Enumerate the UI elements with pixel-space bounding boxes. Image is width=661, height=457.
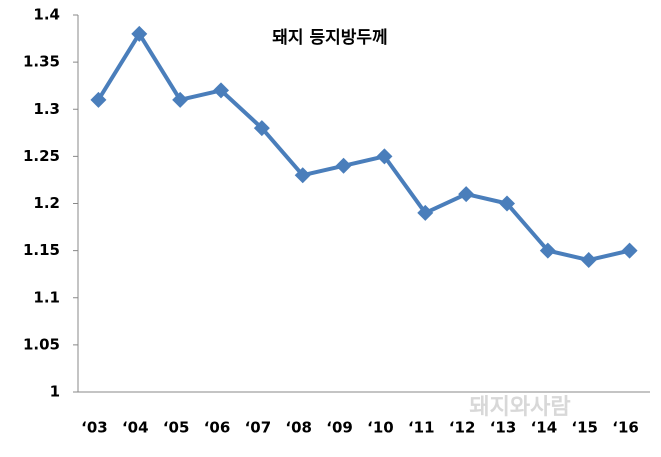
marker [335,157,352,174]
marker [213,82,229,99]
marker [580,252,597,269]
y-tick-label: 1.3 [33,100,60,118]
x-tick-label: ‘04 [122,419,149,437]
y-tick-label: 1.05 [23,335,60,353]
y-tick-label: 1.1 [33,288,60,306]
marker [458,186,475,203]
x-tick-label: ‘14 [531,419,558,437]
x-tick-label: ‘16 [612,419,639,437]
marker [294,167,311,184]
marker [131,25,148,42]
marker [621,242,638,259]
x-tick-label: ‘08 [285,419,312,437]
x-tick-label: ‘10 [367,419,394,437]
x-tick-label: ‘13 [490,419,517,437]
marker [499,195,515,212]
marker [90,91,107,108]
watermark: 돼지와사람 [469,395,570,420]
line [96,31,631,263]
y-tick-label: 1 [50,383,60,401]
x-tick-label: ‘12 [449,419,476,437]
x-tick-label: ‘15 [571,419,598,437]
y-tick-label: 1.15 [23,241,60,259]
x-tick-label: ‘11 [408,419,435,437]
marker [253,120,270,137]
x-tick-label: ‘03 [81,419,108,437]
x-tick-label: ‘09 [326,419,353,437]
y-tick-label: 1.35 [23,53,60,71]
y-tick-label: 1.25 [23,147,60,165]
x-tick-label: ‘06 [204,419,231,437]
chart-title: 돼지 등지방두께 [272,28,387,48]
marker [376,148,393,165]
x-tick-label: ‘07 [245,419,272,437]
marker [172,91,189,108]
marker [417,204,434,221]
marker [539,242,556,259]
x-tick-label: ‘05 [163,419,190,437]
y-tick-label: 1.4 [33,6,60,24]
y-tick-label: 1.2 [33,194,60,212]
